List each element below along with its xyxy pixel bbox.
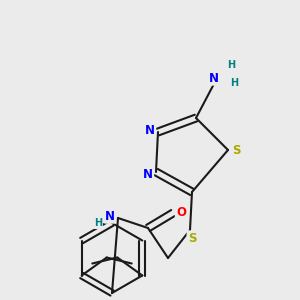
Text: H: H bbox=[94, 218, 102, 228]
Text: N: N bbox=[143, 167, 153, 181]
Text: H: H bbox=[227, 60, 235, 70]
Text: S: S bbox=[232, 143, 240, 157]
Text: H: H bbox=[230, 78, 238, 88]
Text: S: S bbox=[188, 232, 196, 244]
Text: N: N bbox=[209, 71, 219, 85]
Text: N: N bbox=[145, 124, 155, 136]
Text: O: O bbox=[176, 206, 186, 220]
Text: N: N bbox=[105, 209, 115, 223]
